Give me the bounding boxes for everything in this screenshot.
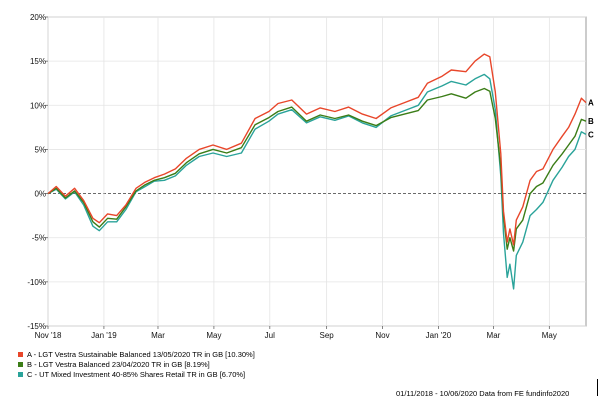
y-tick-label: 15% xyxy=(30,57,46,66)
x-tick-label: May xyxy=(206,331,221,340)
data-source-note: 01/11/2018 - 10/06/2020 Data from FE fun… xyxy=(396,389,570,398)
legend-label-c: C - UT Mixed Investment 40-85% Shares Re… xyxy=(27,369,246,379)
legend-item-b: B - LGT Vestra Balanced 23/04/2020 TR in… xyxy=(18,359,255,369)
series-end-label-b: B xyxy=(588,117,594,126)
x-tick-label: May xyxy=(542,331,557,340)
divider xyxy=(597,379,598,396)
x-tick-label: Sep xyxy=(320,331,335,340)
y-tick-label: 20% xyxy=(30,13,46,22)
x-tick-label: Mar xyxy=(151,331,165,340)
legend-item-a: A - LGT Vestra Sustainable Balanced 13/0… xyxy=(18,349,255,359)
x-tick-label: Mar xyxy=(487,331,501,340)
series-line-a xyxy=(47,53,587,246)
y-tick-label: 10% xyxy=(30,101,46,110)
x-tick-label: Jan '20 xyxy=(426,331,452,340)
y-tick-label: -10% xyxy=(27,278,46,287)
legend-label-b: B - LGT Vestra Balanced 23/04/2020 TR in… xyxy=(27,359,210,369)
series-line-c xyxy=(47,73,587,290)
x-tick-label: Jul xyxy=(265,331,275,340)
series-end-label-c: C xyxy=(588,130,594,139)
series-line-b xyxy=(47,87,587,252)
legend-swatch-b xyxy=(18,361,23,367)
y-tick-label: -15% xyxy=(27,322,46,331)
series-end-label-a: A xyxy=(588,99,594,108)
series-end-labels: ABC xyxy=(588,99,594,140)
legend-swatch-a xyxy=(18,351,23,357)
line-chart: 20% 15% 10% 5% 0% -5% -10% -15% Nov '18 Jan '19 M… xyxy=(27,13,594,340)
legend-label-a: A - LGT Vestra Sustainable Balanced 13/0… xyxy=(27,349,255,359)
x-tick-label: Jan '19 xyxy=(91,331,117,340)
x-axis: Nov '18 Jan '19 Mar May Jul Sep Nov Jan '20 Mar M… xyxy=(35,326,557,340)
y-axis: 20% 15% 10% 5% 0% -5% -10% -15% xyxy=(27,13,48,331)
legend-swatch-c xyxy=(18,371,23,377)
x-tick-label: Nov xyxy=(375,331,389,340)
grid xyxy=(47,16,587,327)
plot-frame xyxy=(47,16,587,327)
x-tick-label: Nov '18 xyxy=(35,331,62,340)
legend: A - LGT Vestra Sustainable Balanced 13/0… xyxy=(18,349,255,379)
legend-item-c: C - UT Mixed Investment 40-85% Shares Re… xyxy=(18,369,255,379)
y-tick-label: -5% xyxy=(32,234,46,243)
y-tick-label: 0% xyxy=(34,190,46,199)
y-tick-label: 5% xyxy=(34,145,46,154)
series-lines xyxy=(47,53,587,290)
